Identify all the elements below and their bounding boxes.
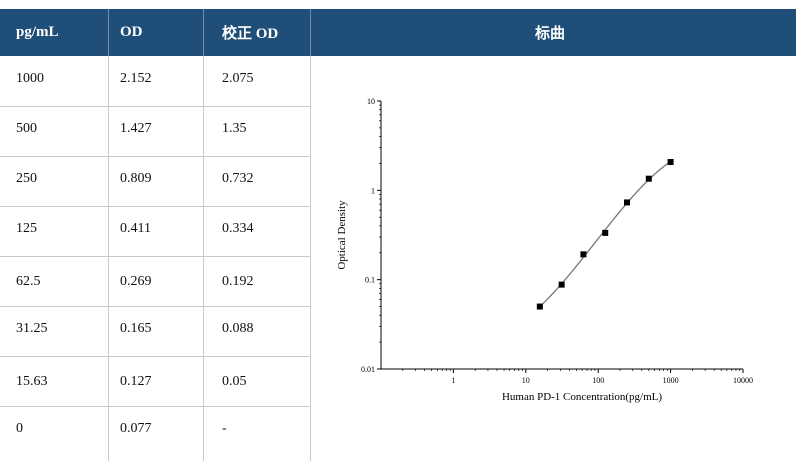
header-divider	[108, 9, 109, 56]
x-tick-label: 10	[522, 376, 530, 385]
cell-corrected-od: 0.05	[222, 374, 247, 389]
column-divider	[108, 56, 109, 461]
cell-corrected-od: 2.075	[222, 71, 254, 86]
table-row: 15.63 0.127 0.05	[0, 356, 310, 407]
cell-corrected-od: 0.088	[222, 321, 254, 336]
cell-od: 2.152	[120, 71, 152, 86]
cell-concentration: 500	[16, 121, 37, 136]
cell-concentration: 125	[16, 221, 37, 236]
header-od: OD	[120, 24, 143, 40]
data-point	[624, 199, 631, 206]
header-standard-curve: 标曲	[535, 26, 566, 42]
table-header: pg/mL OD 校正 OD 标曲	[0, 9, 796, 56]
standard-curve-chart: 0.01 0.1 1 10 1 10 100 1000 10000 Human PD-1 Con…	[336, 97, 753, 403]
column-divider	[203, 56, 204, 461]
cell-concentration: 31.25	[16, 321, 48, 336]
y-tick-label: 0.01	[361, 365, 375, 374]
data-point	[602, 229, 609, 236]
table-row: 500 1.427 1.35	[0, 106, 310, 157]
cell-corrected-od: 0.334	[222, 221, 254, 236]
y-axis-label: Optical Density	[336, 200, 348, 270]
cell-od: 0.269	[120, 274, 152, 289]
cell-od: 0.127	[120, 374, 152, 389]
data-point	[645, 175, 652, 182]
cell-concentration: 250	[16, 171, 37, 186]
data-point	[580, 251, 587, 258]
table-row: 62.5 0.269 0.192	[0, 256, 310, 307]
header-divider	[310, 9, 311, 56]
x-axis-label: Human PD-1 Concentration(pg/mL)	[502, 391, 662, 403]
table-row: 0 0.077 -	[0, 406, 310, 456]
cell-od: 1.427	[120, 121, 152, 136]
cell-concentration: 62.5	[16, 274, 41, 289]
x-tick-label: 1	[451, 376, 455, 385]
header-concentration: pg/mL	[16, 24, 59, 40]
column-divider	[310, 56, 311, 461]
cell-od: 0.411	[120, 221, 151, 236]
header-divider	[203, 9, 204, 56]
x-tick-label: 100	[592, 376, 604, 385]
cell-od: 0.077	[120, 421, 152, 436]
cell-concentration: 0	[16, 421, 23, 436]
cell-od: 0.165	[120, 321, 152, 336]
cell-corrected-od: 0.192	[222, 274, 254, 289]
x-tick-label: 10000	[733, 376, 753, 385]
data-point	[558, 281, 565, 288]
data-point	[536, 303, 543, 310]
cell-corrected-od: -	[222, 421, 227, 436]
table-row: 250 0.809 0.732	[0, 156, 310, 207]
y-tick-label: 1	[371, 186, 375, 195]
x-tick-label: 1000	[663, 376, 679, 385]
cell-concentration: 1000	[16, 71, 44, 86]
cell-corrected-od: 0.732	[222, 171, 254, 186]
data-point	[667, 159, 674, 166]
cell-concentration: 15.63	[16, 374, 48, 389]
y-tick-label: 0.1	[365, 276, 375, 285]
table-row: 31.25 0.165 0.088	[0, 306, 310, 357]
cell-corrected-od: 1.35	[222, 121, 247, 136]
y-tick-label: 10	[367, 97, 375, 106]
table-row: 125 0.411 0.334	[0, 206, 310, 257]
data-points-layer	[536, 159, 674, 310]
cropped-caption-strip	[0, 0, 796, 9]
chart-axes: 0.01 0.1 1 10 1 10 100 1000 10000	[361, 97, 753, 385]
table-row: 1000 2.152 2.075	[0, 56, 310, 107]
header-corrected-od: 校正 OD	[222, 26, 279, 42]
cell-od: 0.809	[120, 171, 152, 186]
